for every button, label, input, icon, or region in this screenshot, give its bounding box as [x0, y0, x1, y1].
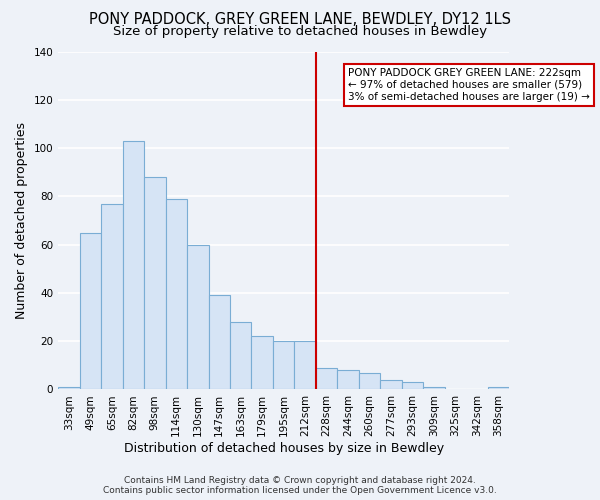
Bar — [122, 141, 144, 390]
Bar — [316, 368, 337, 390]
Bar — [273, 341, 295, 390]
Bar — [144, 177, 166, 390]
Text: Size of property relative to detached houses in Bewdley: Size of property relative to detached ho… — [113, 25, 487, 38]
Text: PONY PADDOCK GREY GREEN LANE: 222sqm
← 97% of detached houses are smaller (579)
: PONY PADDOCK GREY GREEN LANE: 222sqm ← 9… — [348, 68, 590, 102]
Text: PONY PADDOCK, GREY GREEN LANE, BEWDLEY, DY12 1LS: PONY PADDOCK, GREY GREEN LANE, BEWDLEY, … — [89, 12, 511, 28]
Bar — [230, 322, 251, 390]
Bar — [58, 387, 80, 390]
Bar — [423, 387, 445, 390]
Text: Contains HM Land Registry data © Crown copyright and database right 2024.
Contai: Contains HM Land Registry data © Crown c… — [103, 476, 497, 495]
Bar — [402, 382, 423, 390]
Bar — [80, 232, 101, 390]
Bar — [101, 204, 122, 390]
Bar — [295, 341, 316, 390]
Bar — [209, 296, 230, 390]
Bar — [380, 380, 402, 390]
Y-axis label: Number of detached properties: Number of detached properties — [15, 122, 28, 319]
Bar — [166, 199, 187, 390]
Bar — [187, 244, 209, 390]
Bar — [337, 370, 359, 390]
Bar — [359, 372, 380, 390]
Bar — [488, 387, 509, 390]
Bar — [251, 336, 273, 390]
X-axis label: Distribution of detached houses by size in Bewdley: Distribution of detached houses by size … — [124, 442, 444, 455]
